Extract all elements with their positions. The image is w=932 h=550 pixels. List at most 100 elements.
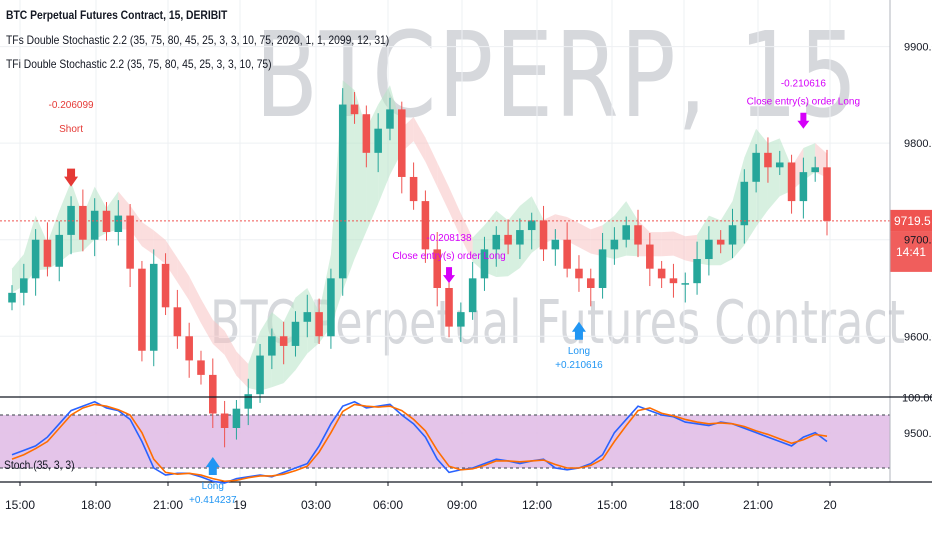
candle-body — [90, 210, 99, 240]
short-arrow — [64, 168, 79, 187]
candle-body — [374, 128, 382, 153]
stoch-legend[interactable]: Stoch (35, 3, 3) — [4, 458, 75, 472]
legend-indicator[interactable]: TFi Double Stochastic 2.2 (35, 75, 80, 4… — [6, 57, 272, 71]
candle-body — [161, 263, 170, 308]
candle-body — [197, 360, 205, 375]
candle-body — [244, 394, 253, 409]
candle-body — [716, 239, 725, 245]
candle-body — [173, 307, 182, 337]
candle-body — [728, 225, 737, 245]
candle-body — [315, 312, 323, 337]
long-marker-label: Long — [568, 346, 590, 357]
candle-body — [398, 109, 406, 177]
candle-body — [610, 239, 619, 250]
time-tick-label: 18:00 — [81, 498, 111, 512]
signal-cloud — [661, 231, 674, 257]
candle-body — [740, 181, 749, 226]
candle-body — [445, 287, 453, 327]
candle-body — [693, 259, 701, 284]
signal-cloud — [673, 231, 686, 261]
time-tick-label: 15:00 — [5, 498, 35, 512]
candle-body — [55, 234, 64, 267]
candle-body — [79, 205, 87, 240]
last-price-tag — [890, 209, 932, 232]
signal-cloud — [425, 137, 438, 187]
signal-cloud — [189, 276, 201, 324]
signal-cloud — [590, 225, 603, 257]
candle-body — [67, 205, 75, 235]
price-tick-label: 9800.0 — [904, 138, 932, 150]
candle-body — [575, 268, 583, 279]
time-tick-label: 03:00 — [301, 498, 331, 512]
candle-body — [705, 239, 713, 260]
countdown-label: 14:41 — [896, 245, 926, 259]
short-marker-label: Short — [59, 124, 83, 135]
signal-cloud — [449, 187, 461, 238]
candle-body — [634, 225, 642, 245]
stoch-line-pct-k — [11, 400, 828, 484]
candle-body — [433, 249, 441, 288]
candle-body — [823, 167, 831, 221]
signal-cloud — [720, 201, 733, 266]
candle-body — [468, 278, 477, 313]
candle-body — [20, 278, 28, 293]
signal-cloud — [685, 234, 698, 264]
time-tick-label: 12:00 — [522, 498, 552, 512]
candle-body — [539, 220, 548, 250]
signal-cloud — [508, 205, 520, 277]
candle-body — [386, 109, 394, 129]
candle-body — [279, 336, 288, 346]
candle-body — [752, 152, 760, 182]
signal-cloud — [295, 287, 308, 371]
signal-cloud — [437, 162, 450, 212]
candle-body — [114, 215, 123, 232]
signal-cloud — [283, 297, 296, 384]
signal-cloud — [519, 196, 532, 268]
candle-body — [31, 239, 40, 279]
candle-body — [126, 215, 134, 269]
candle-body — [681, 283, 690, 285]
candle-body — [338, 104, 347, 279]
candle-body — [622, 225, 630, 240]
candle-body — [598, 249, 607, 288]
time-tick-label: 21:00 — [743, 498, 773, 512]
time-tick-label: 21:00 — [153, 498, 183, 512]
signal-cloud — [141, 222, 154, 255]
candle-body — [811, 167, 819, 173]
close-marker-value: -0.210616 — [781, 79, 826, 90]
signal-cloud — [212, 319, 225, 355]
candle-body — [327, 278, 335, 337]
legend-strategy[interactable]: TFs Double Stochastic 2.2 (35, 75, 80, 4… — [6, 33, 390, 47]
signal-cloud — [767, 138, 780, 211]
price-tick-label: 9700.0 — [904, 235, 932, 247]
candle-body — [43, 239, 52, 267]
stoch-tick-label: 100.00 — [902, 392, 932, 404]
candle-body — [492, 234, 501, 250]
candle-body — [527, 220, 536, 231]
candle-body — [586, 278, 595, 288]
signal-cloud — [165, 239, 178, 283]
candle-body — [185, 336, 193, 361]
price-tick-label: 9900.0 — [904, 42, 932, 54]
candle-body — [764, 152, 772, 168]
candle-body — [149, 263, 158, 351]
candle-body — [209, 374, 217, 414]
price-tick-label: 9600.0 — [904, 331, 932, 343]
long-marker-label: Long — [202, 481, 224, 492]
candle-body — [350, 104, 359, 115]
candle-body — [303, 312, 312, 322]
time-tick-label: 18:00 — [669, 498, 699, 512]
candle-body — [409, 176, 418, 202]
legend-title: BTC Perpetual Futures Contract, 15, DERI… — [6, 8, 228, 22]
signal-cloud — [271, 312, 284, 388]
signal-cloud — [236, 351, 249, 388]
signal-cloud — [578, 223, 591, 254]
signal-cloud — [460, 213, 473, 262]
candle-body — [421, 201, 430, 250]
candle-body — [646, 244, 654, 269]
short-marker-value: -0.206099 — [49, 100, 94, 111]
long-arrow — [205, 456, 220, 475]
candle-body — [787, 162, 796, 202]
